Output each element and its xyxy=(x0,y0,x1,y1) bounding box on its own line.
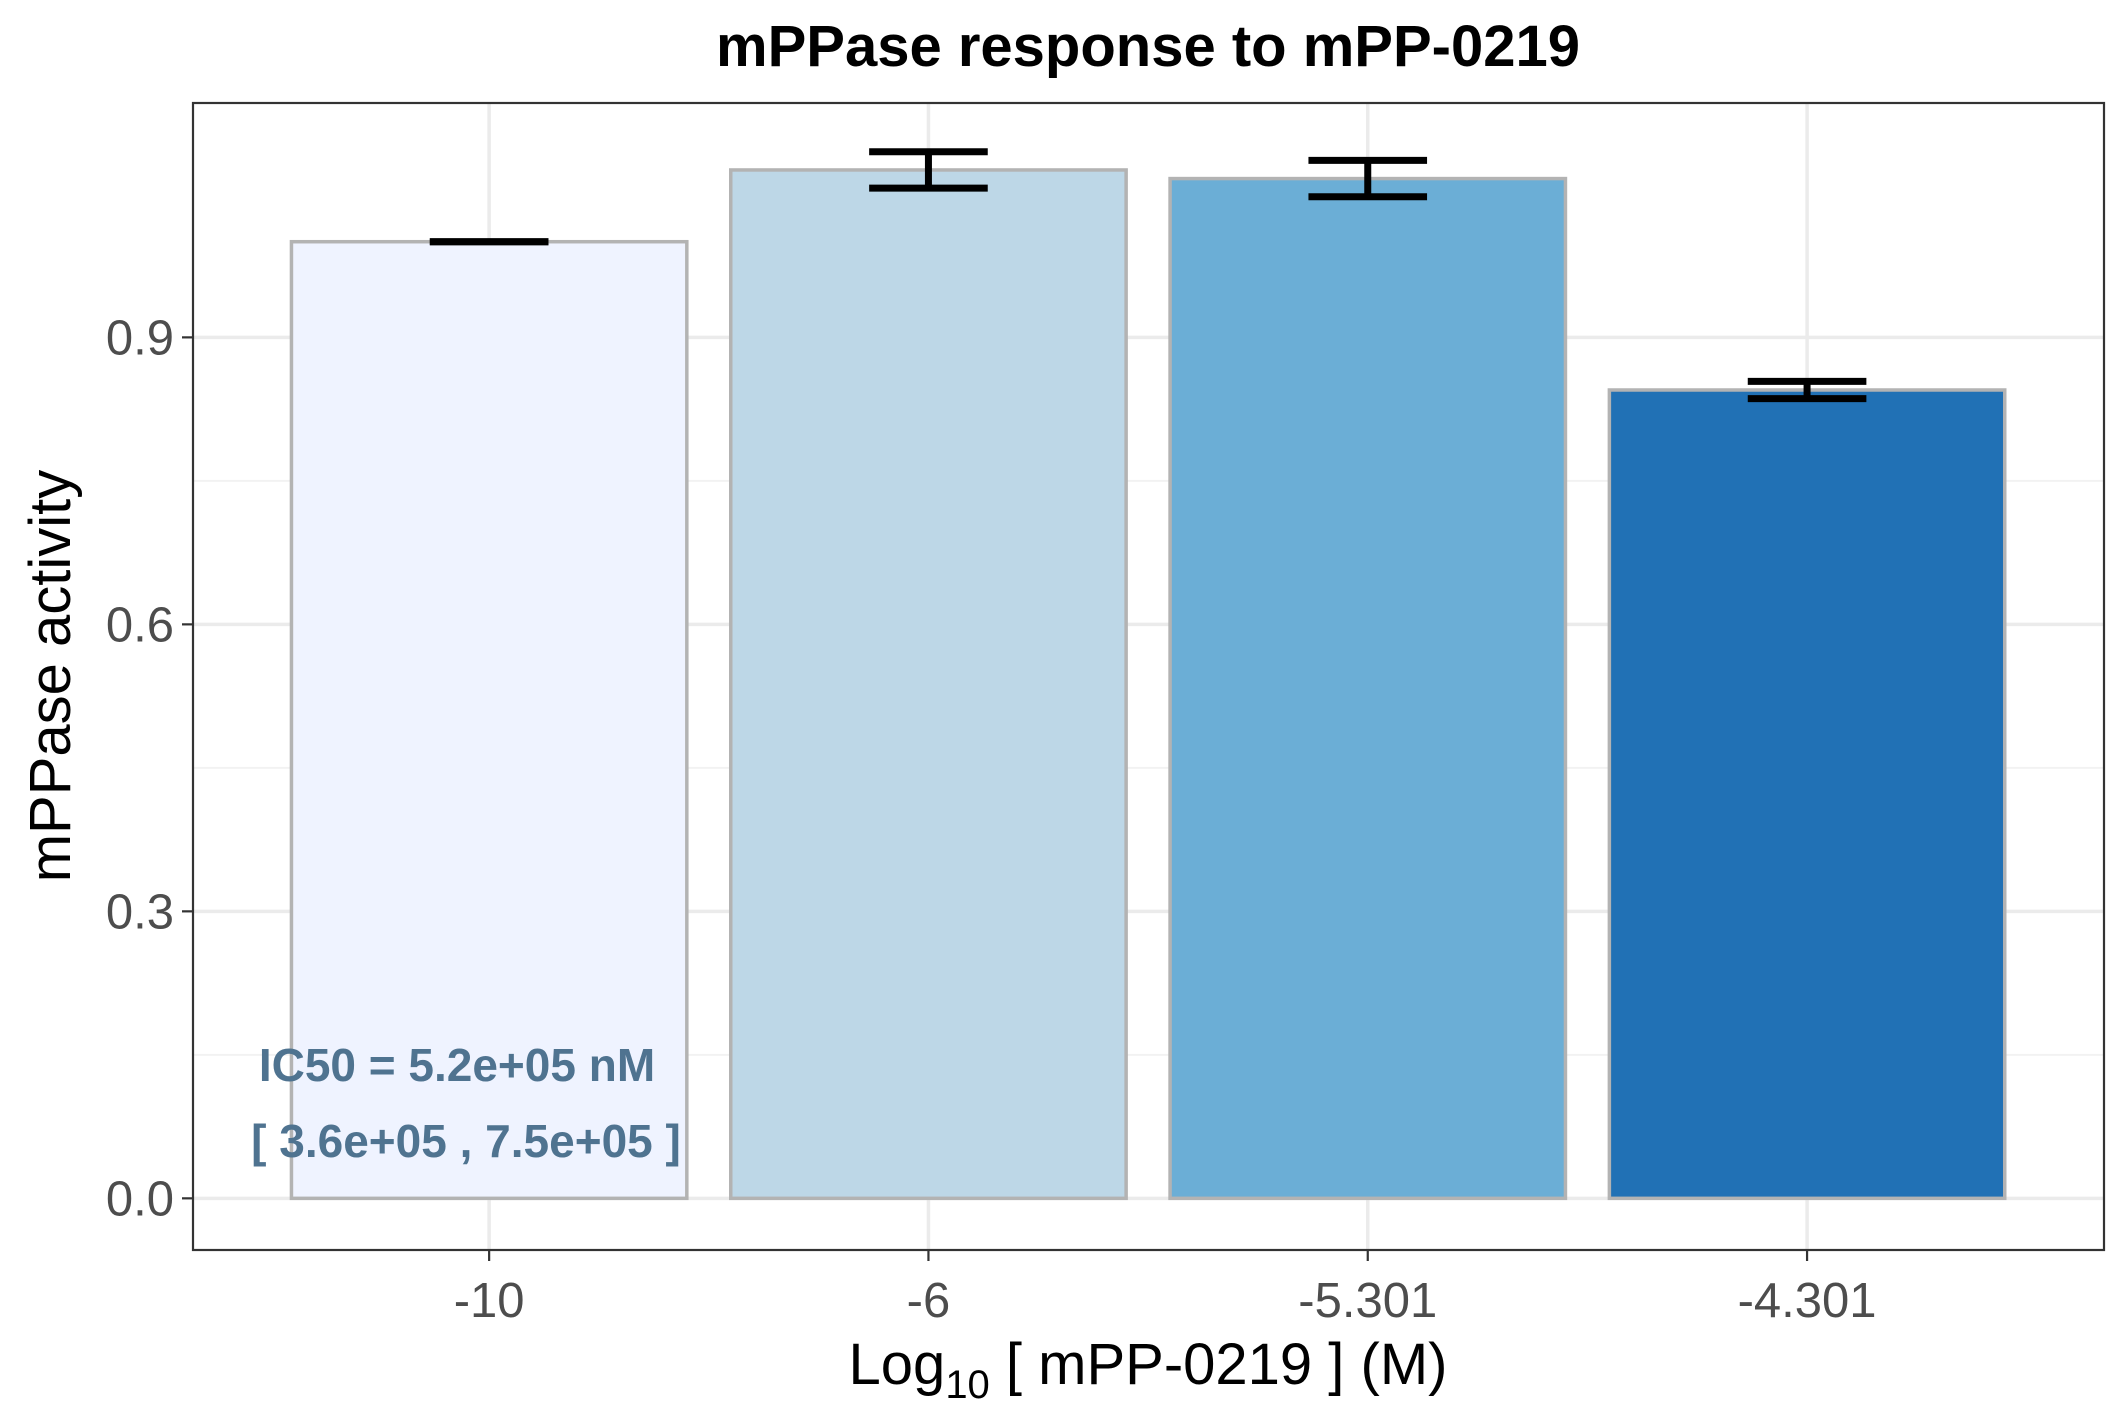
ic50-interval-annotation: [ 3.6e+05 , 7.5e+05 ] xyxy=(251,1115,681,1167)
chart-title: mPPase response to mPP-0219 xyxy=(716,14,1580,79)
axis-ticks: 0.0 0.3 0.6 0.9 -10 -6 -5.301 -4.301 xyxy=(106,311,1877,1328)
y-tick-label: 0.0 xyxy=(106,1172,174,1226)
panel-border xyxy=(191,101,2106,1252)
bar xyxy=(1168,176,1568,1201)
x-axis-title-subscript: 10 xyxy=(945,1363,990,1407)
x-axis-title: Log10 [ mPP-0219 ] (M) xyxy=(849,1332,1448,1407)
error-bar xyxy=(1308,156,1428,201)
bar xyxy=(729,168,1128,1201)
error-bar xyxy=(869,148,988,192)
x-axis-title-prefix: Log xyxy=(849,1332,946,1397)
bar xyxy=(1607,388,2007,1201)
y-tick-label: 0.9 xyxy=(106,311,174,365)
y-tick-label: 0.6 xyxy=(106,598,174,652)
x-tick-label: -5.301 xyxy=(1298,1274,1437,1328)
bars xyxy=(289,168,2007,1201)
y-axis-title: mPPase activity xyxy=(18,470,83,883)
x-axis-title-suffix: [ mPP-0219 ] (M) xyxy=(990,1332,1448,1397)
ic50-annotation: IC50 = 5.2e+05 nM xyxy=(259,1039,655,1091)
error-bars xyxy=(429,148,1867,403)
x-tick-label: -6 xyxy=(907,1274,951,1328)
x-tick-label: -4.301 xyxy=(1738,1274,1877,1328)
bar xyxy=(289,239,689,1201)
x-tick-label: -10 xyxy=(454,1274,525,1328)
y-tick-label: 0.3 xyxy=(106,885,174,939)
error-bar xyxy=(1747,377,1867,403)
